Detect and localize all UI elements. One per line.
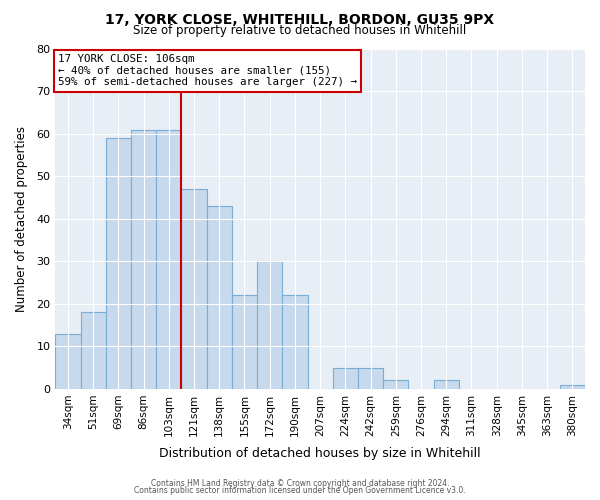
Y-axis label: Number of detached properties: Number of detached properties: [15, 126, 28, 312]
Text: Size of property relative to detached houses in Whitehill: Size of property relative to detached ho…: [133, 24, 467, 37]
Bar: [560, 384, 585, 389]
Bar: [181, 189, 206, 389]
X-axis label: Distribution of detached houses by size in Whitehill: Distribution of detached houses by size …: [160, 447, 481, 460]
Bar: [156, 130, 181, 389]
Bar: [434, 380, 459, 389]
Bar: [358, 368, 383, 389]
Bar: [283, 296, 308, 389]
Bar: [232, 296, 257, 389]
Bar: [80, 312, 106, 389]
Text: 17 YORK CLOSE: 106sqm
← 40% of detached houses are smaller (155)
59% of semi-det: 17 YORK CLOSE: 106sqm ← 40% of detached …: [58, 54, 357, 88]
Text: Contains HM Land Registry data © Crown copyright and database right 2024.: Contains HM Land Registry data © Crown c…: [151, 478, 449, 488]
Bar: [206, 206, 232, 389]
Bar: [131, 130, 156, 389]
Bar: [383, 380, 409, 389]
Bar: [257, 262, 283, 389]
Bar: [106, 138, 131, 389]
Text: 17, YORK CLOSE, WHITEHILL, BORDON, GU35 9PX: 17, YORK CLOSE, WHITEHILL, BORDON, GU35 …: [106, 12, 494, 26]
Bar: [55, 334, 80, 389]
Text: Contains public sector information licensed under the Open Government Licence v3: Contains public sector information licen…: [134, 486, 466, 495]
Bar: [333, 368, 358, 389]
